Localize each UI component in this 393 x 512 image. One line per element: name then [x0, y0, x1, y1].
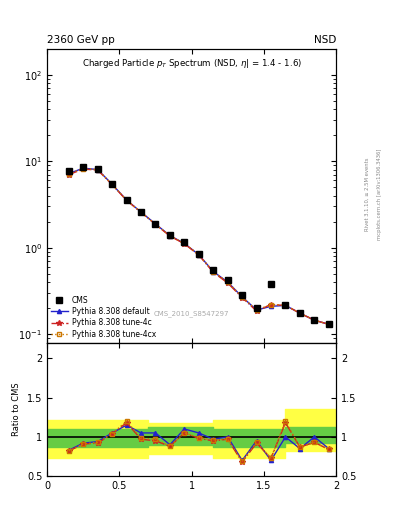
- Pythia 8.308 default: [81, 165, 86, 171]
- Pythia 8.308 tune-4cx: [225, 279, 230, 285]
- Text: 2360 GeV pp: 2360 GeV pp: [47, 35, 115, 45]
- Pythia 8.308 default: [182, 240, 187, 246]
- Y-axis label: Ratio to CMS: Ratio to CMS: [12, 382, 21, 436]
- Pythia 8.308 default: [139, 209, 143, 215]
- Pythia 8.308 tune-4cx: [240, 294, 244, 300]
- Pythia 8.308 default: [196, 251, 201, 258]
- Pythia 8.308 tune-4c: [211, 269, 216, 275]
- Pythia 8.308 default: [298, 310, 302, 316]
- Line: Pythia 8.308 default: Pythia 8.308 default: [67, 166, 331, 327]
- Pythia 8.308 tune-4c: [95, 167, 100, 173]
- CMS: [254, 305, 259, 311]
- Pythia 8.308 tune-4c: [298, 310, 302, 316]
- Pythia 8.308 tune-4cx: [327, 321, 331, 327]
- Pythia 8.308 tune-4cx: [139, 209, 143, 215]
- CMS: [110, 181, 114, 187]
- Pythia 8.308 default: [327, 321, 331, 327]
- Pythia 8.308 default: [167, 232, 172, 239]
- Pythia 8.308 tune-4c: [254, 308, 259, 314]
- Pythia 8.308 tune-4cx: [211, 268, 216, 274]
- Pythia 8.308 tune-4cx: [254, 307, 259, 313]
- Pythia 8.308 tune-4cx: [153, 221, 158, 227]
- Pythia 8.308 tune-4c: [283, 303, 288, 309]
- Pythia 8.308 default: [254, 307, 259, 313]
- CMS: [139, 209, 143, 215]
- Pythia 8.308 tune-4c: [167, 233, 172, 239]
- CMS: [312, 317, 317, 323]
- Text: mcplots.cern.ch [arXiv:1306.3436]: mcplots.cern.ch [arXiv:1306.3436]: [377, 149, 382, 240]
- Pythia 8.308 tune-4cx: [182, 240, 187, 246]
- Pythia 8.308 tune-4c: [225, 280, 230, 286]
- Pythia 8.308 tune-4c: [81, 166, 86, 172]
- CMS: [196, 251, 201, 257]
- Pythia 8.308 default: [153, 221, 158, 227]
- Pythia 8.308 tune-4cx: [283, 303, 288, 309]
- Legend: CMS, Pythia 8.308 default, Pythia 8.308 tune-4c, Pythia 8.308 tune-4cx: CMS, Pythia 8.308 default, Pythia 8.308 …: [51, 296, 156, 339]
- Pythia 8.308 tune-4cx: [124, 197, 129, 203]
- Pythia 8.308 tune-4c: [182, 241, 187, 247]
- Pythia 8.308 default: [269, 303, 274, 309]
- Pythia 8.308 tune-4c: [66, 172, 71, 178]
- CMS: [95, 166, 100, 172]
- Pythia 8.308 tune-4c: [153, 221, 158, 227]
- Text: Charged Particle $p_T$ Spectrum (NSD, $\eta$| = 1.4 - 1.6): Charged Particle $p_T$ Spectrum (NSD, $\…: [81, 57, 302, 71]
- Line: Pythia 8.308 tune-4cx: Pythia 8.308 tune-4cx: [67, 166, 331, 327]
- Pythia 8.308 tune-4c: [312, 317, 317, 323]
- Pythia 8.308 default: [110, 181, 114, 187]
- Pythia 8.308 tune-4c: [110, 182, 114, 188]
- Pythia 8.308 tune-4cx: [110, 181, 114, 187]
- Pythia 8.308 tune-4cx: [298, 310, 302, 316]
- Text: CMS_2010_S8547297: CMS_2010_S8547297: [154, 310, 230, 316]
- Pythia 8.308 default: [66, 170, 71, 177]
- Pythia 8.308 tune-4cx: [95, 166, 100, 173]
- Pythia 8.308 default: [95, 166, 100, 173]
- Pythia 8.308 tune-4c: [139, 209, 143, 216]
- Pythia 8.308 default: [124, 197, 129, 203]
- CMS: [327, 321, 331, 327]
- Pythia 8.308 default: [240, 294, 244, 300]
- CMS: [283, 302, 288, 308]
- Pythia 8.308 tune-4c: [269, 302, 274, 308]
- Pythia 8.308 tune-4cx: [269, 302, 274, 308]
- CMS: [182, 239, 187, 245]
- Pythia 8.308 tune-4cx: [196, 251, 201, 258]
- Pythia 8.308 tune-4cx: [66, 171, 71, 177]
- Text: NSD: NSD: [314, 35, 336, 45]
- Pythia 8.308 tune-4cx: [167, 233, 172, 239]
- Pythia 8.308 tune-4cx: [312, 317, 317, 323]
- Pythia 8.308 tune-4cx: [81, 165, 86, 172]
- Line: CMS: CMS: [66, 164, 332, 327]
- Pythia 8.308 default: [312, 317, 317, 323]
- Pythia 8.308 tune-4c: [240, 294, 244, 301]
- Pythia 8.308 tune-4c: [327, 321, 331, 327]
- CMS: [240, 292, 244, 298]
- CMS: [298, 310, 302, 316]
- Pythia 8.308 default: [225, 279, 230, 285]
- Line: Pythia 8.308 tune-4c: Pythia 8.308 tune-4c: [66, 166, 332, 327]
- Pythia 8.308 tune-4c: [124, 197, 129, 203]
- CMS: [225, 277, 230, 283]
- Pythia 8.308 default: [283, 303, 288, 309]
- CMS: [81, 164, 86, 170]
- CMS: [211, 267, 216, 273]
- CMS: [66, 167, 71, 174]
- Pythia 8.308 default: [211, 268, 216, 274]
- CMS: [153, 221, 158, 227]
- Pythia 8.308 tune-4c: [196, 252, 201, 258]
- CMS: [124, 197, 129, 203]
- CMS: [167, 232, 172, 238]
- Text: Rivet 3.1.10, ≥ 2.5M events: Rivet 3.1.10, ≥ 2.5M events: [365, 158, 370, 231]
- CMS: [269, 281, 274, 287]
